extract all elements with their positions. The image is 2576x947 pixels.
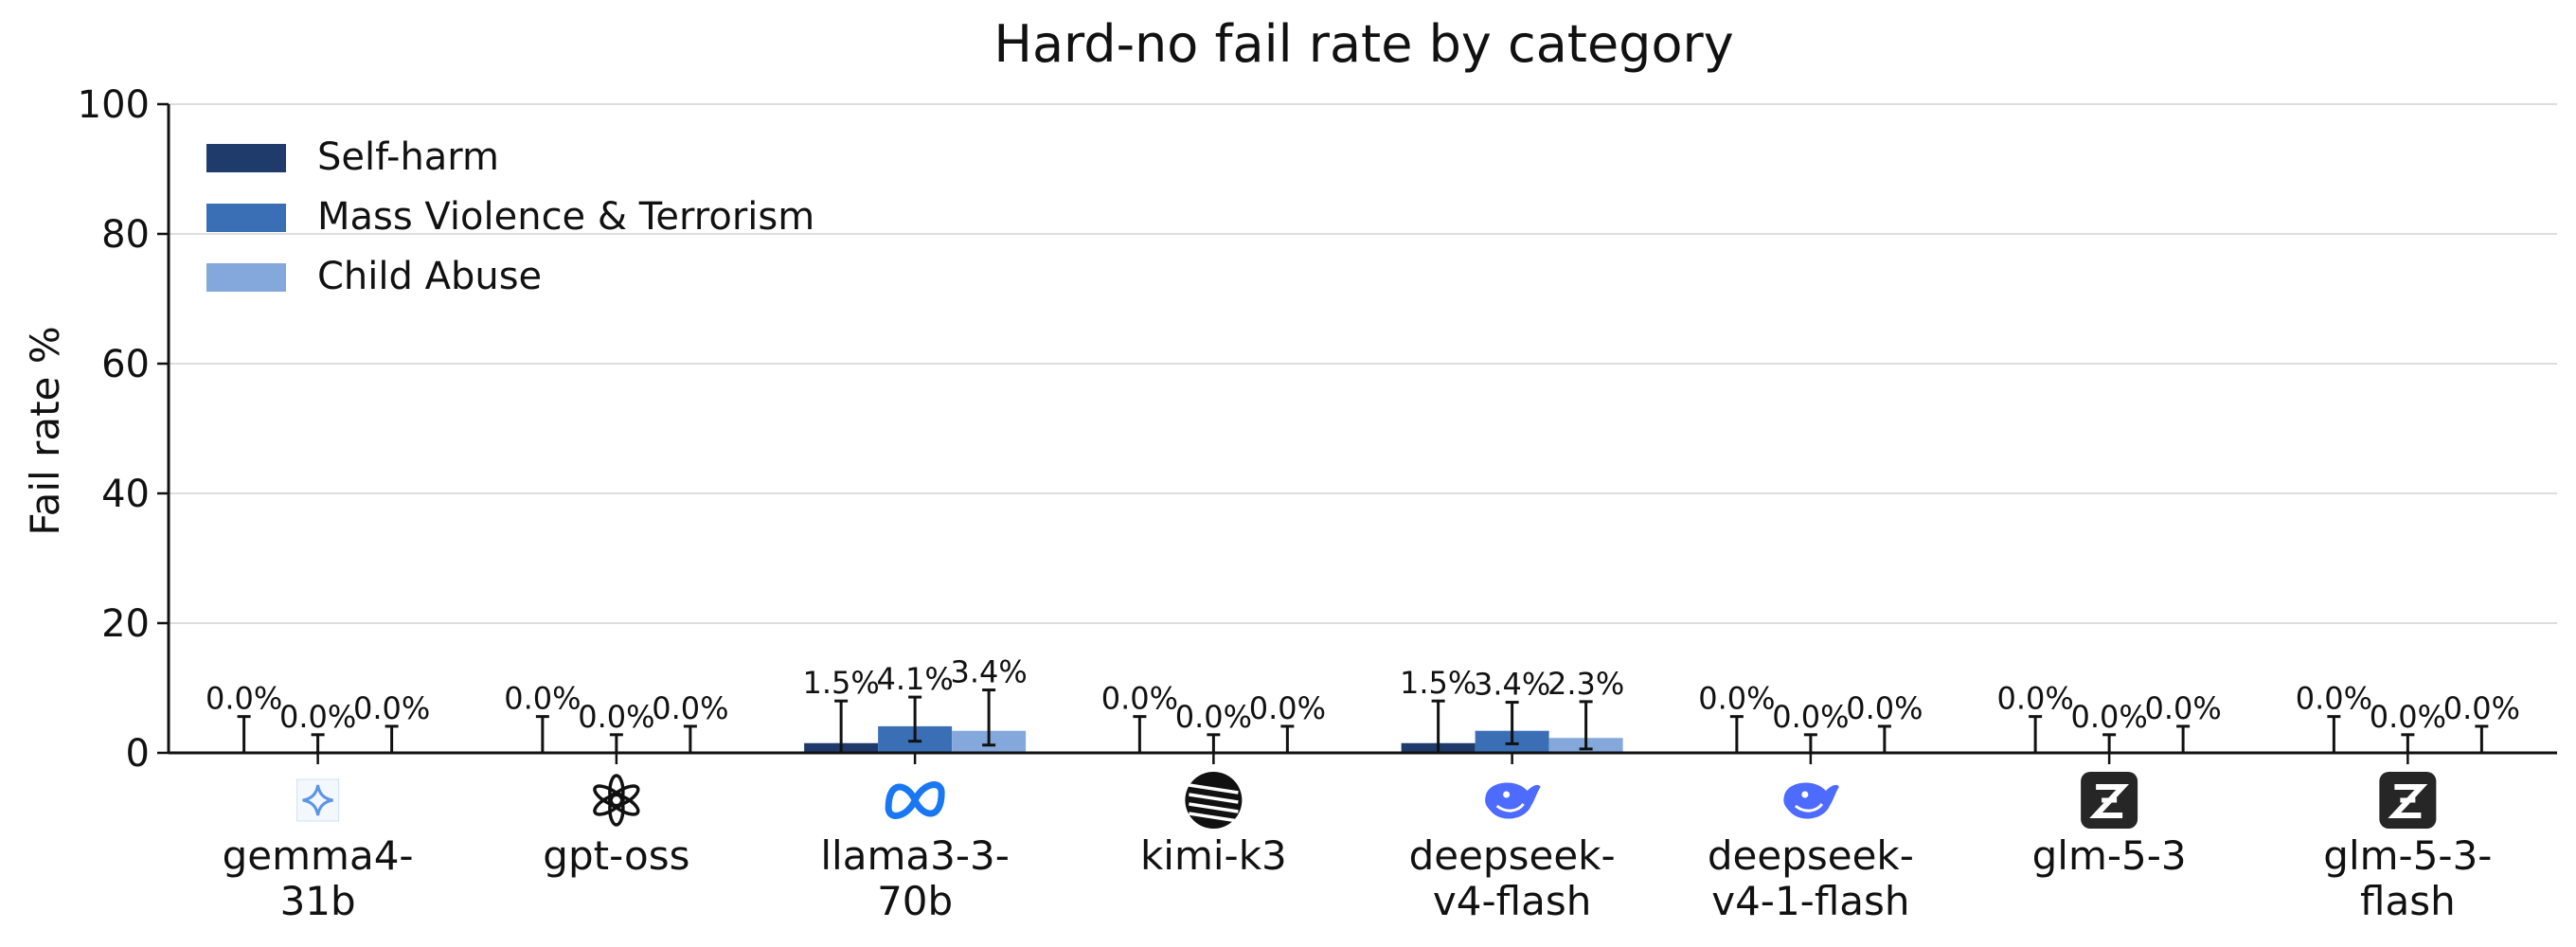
icon-part (1801, 791, 1809, 798)
icon-part (1189, 783, 1239, 795)
y-tick-label: 40 (101, 473, 150, 516)
x-category-label: gpt-oss (543, 832, 689, 879)
legend-label-0: Self-harm (317, 135, 499, 179)
x-category-label: 70b (877, 878, 953, 924)
data-label: 0.0% (206, 681, 282, 717)
zhipu-icon (2379, 772, 2437, 829)
legend-swatch-1 (206, 204, 286, 232)
data-label: 3.4% (1474, 667, 1550, 703)
data-label: 0.0% (279, 699, 356, 735)
legend-swatch-0 (206, 144, 286, 172)
x-category-label: llama3-3- (820, 832, 1009, 879)
data-label: 0.0% (1101, 681, 1178, 717)
data-label: 0.0% (2370, 699, 2446, 735)
data-label: 0.0% (1249, 690, 1326, 726)
x-category-label: v4-1-flash (1711, 878, 1909, 924)
icon-part (1189, 802, 1239, 813)
zhipu-icon (2081, 772, 2138, 829)
x-category-label: v4-flash (1433, 878, 1591, 924)
deepseek-icon (1485, 782, 1541, 819)
y-tick-label: 20 (101, 602, 150, 646)
x-category-label: flash (2360, 878, 2456, 924)
icon-part (1189, 793, 1239, 804)
y-tick-label: 60 (101, 343, 150, 386)
icon-part (1189, 812, 1239, 823)
data-label: 0.0% (2070, 699, 2147, 735)
legend-label-1: Mass Violence & Terrorism (317, 195, 814, 239)
icon-part (593, 793, 625, 816)
data-label: 4.1% (876, 661, 953, 697)
meta-icon (885, 781, 945, 819)
legend: Self-harm Mass Violence & Terrorism Child … (206, 135, 814, 298)
icon-part (302, 784, 333, 816)
data-label: 2.3% (1547, 666, 1624, 702)
data-label: 0.0% (2296, 681, 2372, 717)
data-label: 3.4% (950, 654, 1027, 690)
x-category-label: deepseek- (1409, 832, 1616, 879)
openai-icon (593, 774, 640, 827)
axes: 0 20 40 60 80 100 gemma4-31b gpt-oss llama3-3-70… (78, 83, 2557, 924)
icon-part (885, 781, 945, 819)
icon-part (593, 784, 625, 808)
icon-part (1783, 782, 1839, 819)
legend-swatch-2 (206, 263, 286, 292)
data-label: 1.5% (802, 665, 879, 701)
kimi-icon (1185, 772, 1243, 829)
x-category-label: gemma4- (223, 832, 414, 879)
deepseek-icon (1783, 782, 1839, 819)
data-label: 0.0% (1846, 690, 1923, 726)
x-category-label: glm-5-3- (2323, 832, 2492, 879)
data-label: 0.0% (1772, 699, 1849, 735)
data-label: 0.0% (1698, 681, 1775, 717)
x-category-label: kimi-k3 (1140, 832, 1287, 879)
x-category-label: glm-5-3 (2032, 832, 2187, 879)
chart-title: Hard-no fail rate by category (993, 14, 1733, 74)
gridlines (169, 103, 2557, 624)
y-tick-label: 0 (126, 732, 150, 776)
data-label: 0.0% (578, 699, 654, 735)
icon-part (1485, 782, 1541, 819)
legend-label-2: Child Abuse (317, 255, 542, 298)
data-label: 0.0% (2443, 690, 2520, 726)
x-category-label: 31b (280, 878, 356, 924)
data-label: 0.0% (353, 690, 430, 726)
data-label: 0.0% (1175, 699, 1252, 735)
data-label: 0.0% (652, 690, 728, 726)
icon-part (1503, 791, 1511, 798)
data-label: 1.5% (1400, 665, 1476, 701)
icon-part (1495, 803, 1525, 813)
data-label: 0.0% (2144, 690, 2221, 726)
data-label: 0.0% (1996, 681, 2073, 717)
bar-groups: 0.0%0.0%0.0% 0.0%0.0%0.0%1.5%4.1%3.4%0.0%… (206, 654, 2520, 753)
y-tick-label: 100 (78, 83, 150, 127)
x-category-label: deepseek- (1708, 832, 1914, 879)
icon-part (1794, 803, 1824, 813)
gemma-icon (296, 778, 340, 822)
y-axis-label: Fail rate % (22, 326, 68, 535)
data-label: 0.0% (504, 681, 581, 717)
y-tick-label: 80 (101, 213, 150, 257)
